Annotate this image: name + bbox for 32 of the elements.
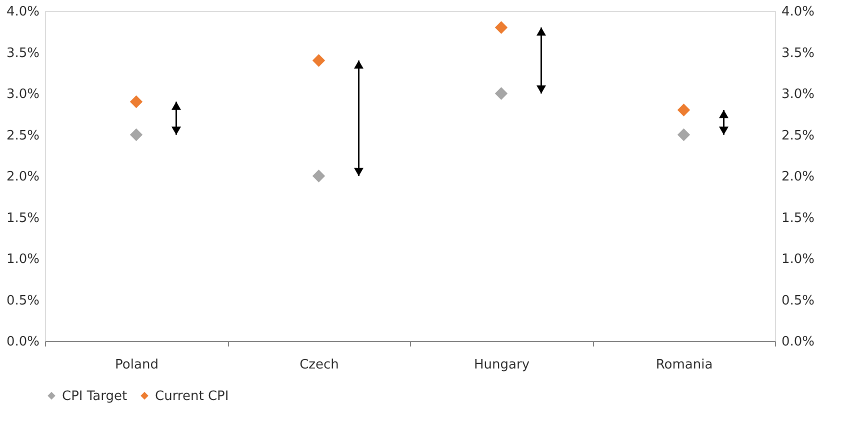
y2-tick-label: 2.0%: [782, 170, 815, 184]
point: [677, 104, 690, 116]
y-tick-label: 0.0%: [6, 334, 40, 350]
y2-tick-label: 3.0%: [782, 87, 815, 102]
y-tick-label: 3.5%: [6, 46, 40, 61]
point: [494, 21, 508, 34]
x-tick-label: Poland: [115, 358, 158, 372]
point: [494, 87, 508, 100]
y2-tick-label: 4.0%: [782, 4, 815, 20]
point: [312, 54, 326, 67]
y-tick-label: 2.0%: [6, 170, 40, 184]
x-tick-label: Hungary: [474, 358, 530, 372]
y-tick-label: 3.0%: [6, 87, 40, 102]
y2-tick-label: 1.5%: [782, 210, 815, 226]
y2-tick-label: 0.0%: [782, 334, 815, 350]
y-tick-label: 1.0%: [6, 252, 40, 267]
y2-tick-label: 0.5%: [782, 293, 815, 308]
point: [130, 128, 143, 142]
y-tick-label: 2.5%: [6, 128, 40, 144]
y2-tick-label: 3.5%: [782, 46, 815, 61]
y-tick-label: 0.5%: [6, 293, 40, 308]
y2-tick-label: 1.0%: [782, 252, 815, 267]
y2-tick-label: 2.5%: [782, 128, 815, 144]
x-tick-label: Romania: [656, 358, 713, 372]
y-tick-label: 4.0%: [6, 4, 40, 20]
x-tick-label: Czech: [300, 358, 339, 372]
legend-label: CPI Target: [62, 388, 128, 404]
legend-label: Current CPI: [155, 388, 229, 404]
y-tick-label: 1.5%: [6, 210, 40, 226]
point: [312, 170, 326, 182]
point: [677, 128, 690, 142]
point: [130, 95, 143, 108]
